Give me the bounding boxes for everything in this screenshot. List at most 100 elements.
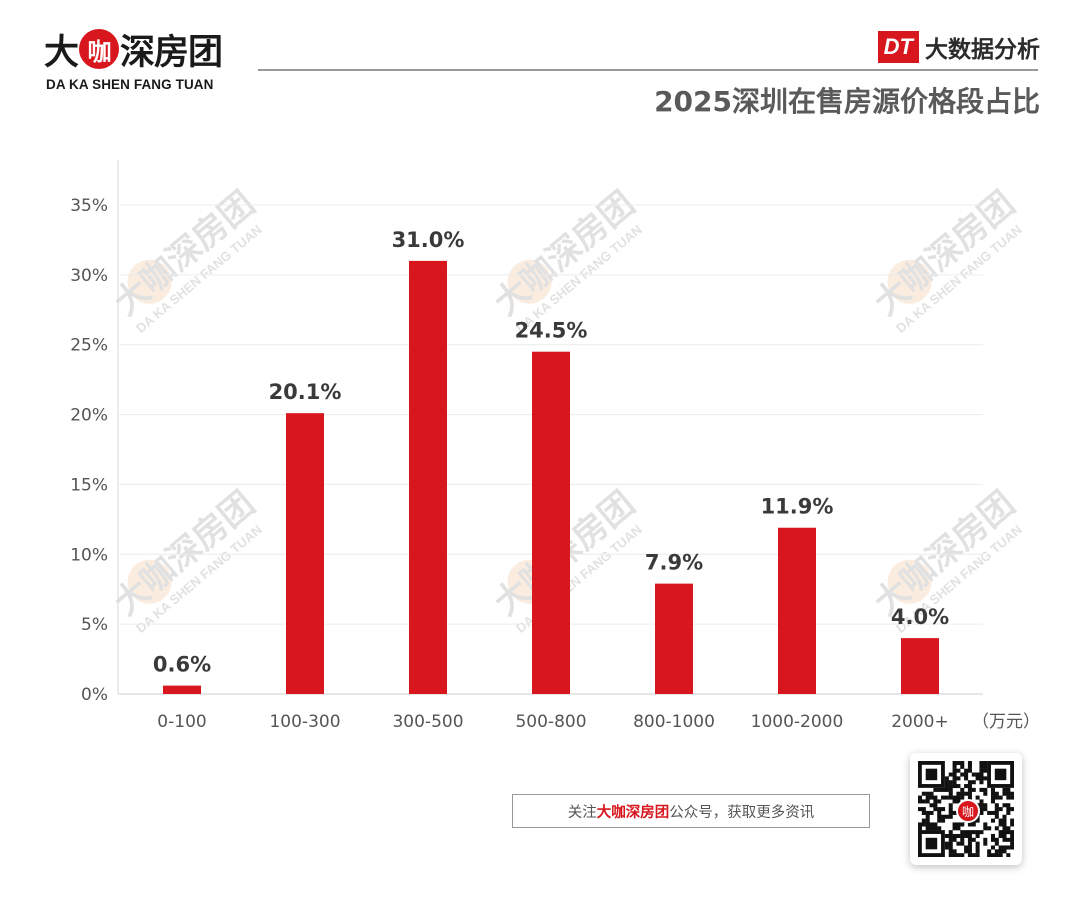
x-axis-ticks: 0-100 100-300 300-500 500-800 800-1000 1000-2… <box>157 712 1040 732</box>
qr-module <box>1006 826 1011 831</box>
qr-module <box>1010 833 1014 838</box>
qr-module <box>987 853 992 857</box>
qr-module <box>921 822 926 827</box>
qr-module <box>937 818 942 823</box>
qr-module <box>1002 837 1007 842</box>
qr-module <box>952 764 957 769</box>
qr-module <box>948 807 953 812</box>
qr-module <box>937 826 942 831</box>
qr-module <box>983 826 988 831</box>
follow-brand: 大咖深房团 <box>596 804 670 821</box>
qr-module <box>948 814 953 819</box>
qr-module <box>998 853 1003 857</box>
qr-module <box>925 818 930 823</box>
x-tick-label: 100-300 <box>269 712 340 732</box>
qr-module <box>956 776 961 781</box>
qr-module <box>937 799 942 804</box>
qr-module <box>948 791 953 796</box>
qr-module <box>952 780 957 785</box>
qr-module <box>971 772 976 777</box>
qr-module <box>979 799 984 804</box>
qr-module <box>994 807 999 812</box>
qr-module <box>990 795 995 800</box>
qr-code[interactable]: 咖 <box>910 753 1022 865</box>
chart-title: 2025深圳在售房源价格段占比 <box>654 85 1040 118</box>
qr-module <box>1002 845 1007 850</box>
follow-prefix: 关注 <box>567 804 597 821</box>
qr-module <box>956 826 961 831</box>
qr-module <box>979 807 984 812</box>
qr-module <box>971 853 976 857</box>
qr-module <box>964 784 969 789</box>
watermark-circle <box>127 259 172 304</box>
qr-module <box>952 799 957 804</box>
qr-module <box>983 768 988 773</box>
qr-module <box>990 837 995 842</box>
qr-module <box>1006 810 1011 815</box>
qr-module <box>967 845 972 850</box>
qr-module <box>979 830 984 835</box>
qr-module <box>990 810 995 815</box>
qr-module <box>983 791 988 796</box>
qr-module <box>998 807 1003 812</box>
qr-module <box>964 830 969 835</box>
qr-module <box>941 814 946 819</box>
qr-module <box>952 768 957 773</box>
qr-module <box>1010 830 1014 835</box>
qr-module <box>967 787 972 792</box>
qr-module <box>960 830 965 835</box>
qr-module <box>971 837 976 842</box>
qr-module <box>967 768 972 773</box>
qr-module <box>948 810 953 815</box>
qr-module <box>967 795 972 800</box>
qr-module <box>1006 845 1011 850</box>
qr-module <box>925 826 930 831</box>
qr-module <box>994 841 999 846</box>
bar-0-100 <box>163 685 201 694</box>
qr-module <box>941 787 946 792</box>
qr-module <box>937 810 942 815</box>
qr-module <box>990 787 995 792</box>
qr-module <box>975 795 980 800</box>
value-label: 24.5% <box>515 319 588 343</box>
qr-module <box>967 764 972 769</box>
qr-module <box>944 814 949 819</box>
qr-module <box>952 784 957 789</box>
qr-module <box>918 826 923 831</box>
qr-module <box>979 772 984 777</box>
y-tick-label: 5% <box>81 615 108 635</box>
qr-module <box>944 787 949 792</box>
qr-module <box>979 761 984 766</box>
qr-module <box>1010 845 1014 850</box>
x-tick-label: 300-500 <box>392 712 463 732</box>
qr-module <box>998 849 1003 854</box>
qr-module <box>975 776 980 781</box>
qr-module <box>1006 795 1011 800</box>
qr-module <box>929 826 934 831</box>
qr-module <box>948 772 953 777</box>
qr-module <box>933 807 938 812</box>
qr-module <box>956 791 961 796</box>
qr-module <box>1006 807 1011 812</box>
qr-module <box>967 853 972 857</box>
qr-module <box>918 822 923 827</box>
qr-module <box>1002 833 1007 838</box>
qr-module <box>933 795 938 800</box>
header-divider <box>258 69 1038 71</box>
qr-module <box>948 849 953 854</box>
bar-2000+ <box>901 638 939 694</box>
qr-module <box>967 761 972 766</box>
dt-label: 大数据分析 <box>925 37 1040 63</box>
qr-module <box>929 795 934 800</box>
qr-module <box>948 830 953 835</box>
qr-module <box>990 799 995 804</box>
qr-module <box>952 849 957 854</box>
qr-module <box>1002 826 1007 831</box>
qr-module <box>929 803 934 808</box>
qr-module <box>952 761 957 766</box>
qr-module <box>956 841 961 846</box>
y-tick-label: 10% <box>70 545 108 565</box>
logo-english: DA KA SHEN FANG TUAN <box>46 77 214 92</box>
